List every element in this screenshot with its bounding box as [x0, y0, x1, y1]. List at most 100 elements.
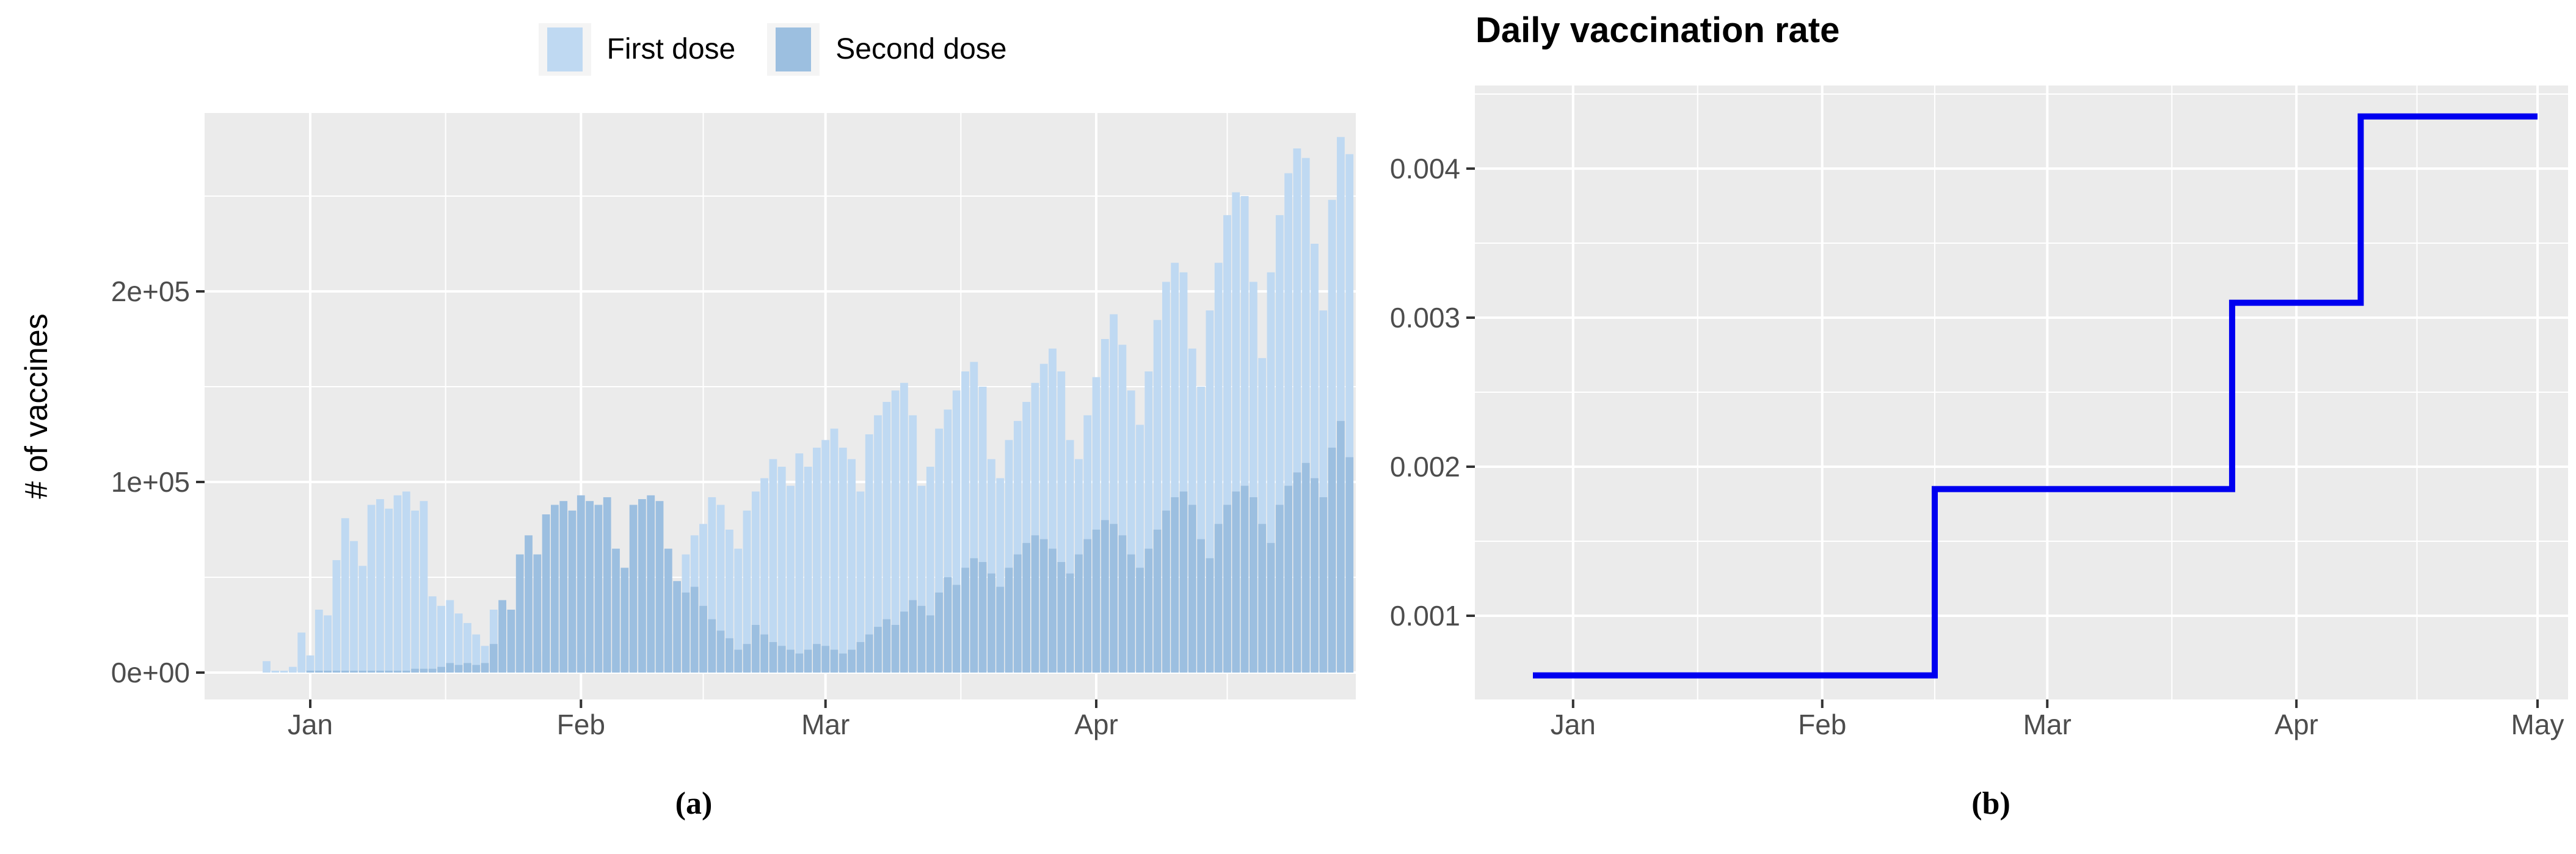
bar-second-dose	[489, 644, 498, 673]
x-tick-label: May	[2511, 709, 2564, 740]
bar-second-dose	[1101, 520, 1109, 673]
bar-second-dose	[673, 581, 681, 673]
bar-second-dose	[813, 644, 821, 673]
chart-b-title: Daily vaccination rate	[1475, 10, 1840, 50]
bar-second-dose	[454, 665, 463, 673]
bar-second-dose	[594, 505, 603, 673]
y-tick-label: 1e+05	[111, 466, 190, 498]
legend-item-first-dose: First dose	[538, 23, 735, 76]
bar-first-dose	[777, 467, 786, 673]
bar-first-dose	[332, 560, 341, 673]
y-tick-label: 0.003	[1390, 302, 1460, 334]
bar-first-dose	[804, 467, 812, 673]
bar-second-dose	[367, 670, 376, 673]
bar-first-dose	[813, 447, 821, 673]
x-tick-label: Feb	[1798, 709, 1846, 740]
bar-second-dose	[1127, 554, 1135, 673]
bar-first-dose	[402, 491, 410, 673]
bar-second-dose	[839, 653, 847, 673]
vaccination-rate-step-chart: Jan Feb Mar Apr May 0.001 0.002 0.003 0.004	[1390, 86, 2568, 740]
bar-first-dose	[358, 566, 367, 673]
bar-second-dose	[1301, 462, 1310, 673]
bar-first-dose	[882, 401, 891, 673]
bar-first-dose	[734, 549, 743, 673]
bar-second-dose	[411, 668, 419, 673]
bar-second-dose	[350, 670, 358, 673]
vaccination-rate-step-line	[1533, 113, 2538, 679]
bar-second-dose	[1022, 542, 1030, 673]
bar-second-dose	[542, 514, 550, 673]
bar-second-dose	[1144, 549, 1153, 673]
x-tick-label: Jan	[288, 709, 333, 740]
bar-second-dose	[1049, 549, 1057, 673]
bar-second-dose	[376, 670, 384, 673]
bar-second-dose	[978, 562, 987, 673]
bar-first-dose	[271, 670, 280, 673]
bar-first-dose	[341, 518, 349, 673]
bar-second-dose	[577, 495, 585, 673]
bar-second-dose	[324, 670, 332, 673]
bar-second-dose	[428, 668, 437, 673]
bar-second-dose	[1066, 573, 1074, 673]
bar-second-dose	[1179, 491, 1188, 673]
bar-second-dose	[1214, 524, 1223, 673]
bar-second-dose	[874, 627, 882, 673]
bar-second-dose	[787, 649, 795, 673]
bar-second-dose	[726, 638, 733, 673]
bar-first-dose	[900, 382, 908, 673]
bar-second-dose	[917, 605, 926, 673]
bar-second-dose	[306, 670, 315, 673]
legend-key	[538, 23, 591, 76]
bar-second-dose	[682, 592, 690, 673]
legend-label-second-dose: Second dose	[835, 33, 1007, 65]
bar-first-dose	[874, 415, 882, 673]
bar-second-dose	[446, 663, 454, 673]
legend-item-second-dose: Second dose	[767, 23, 1006, 76]
bar-second-dose	[586, 501, 594, 673]
bar-second-dose	[620, 568, 629, 673]
bar-second-dose	[708, 619, 716, 673]
bar-second-dose	[332, 670, 341, 673]
bar-second-dose	[1267, 542, 1275, 673]
bar-first-dose	[263, 661, 271, 673]
bar-second-dose	[795, 653, 804, 673]
bar-second-dose	[507, 610, 515, 673]
bar-second-dose	[551, 505, 559, 673]
bar-second-dose	[1110, 524, 1118, 673]
bar-second-dose	[1258, 524, 1267, 673]
bar-second-dose	[909, 600, 917, 673]
bar-first-dose	[830, 428, 839, 673]
bar-first-dose	[769, 459, 777, 673]
bar-second-dose	[769, 642, 777, 673]
y-axis-title: # of vaccines	[19, 313, 54, 499]
bar-second-dose	[1311, 478, 1319, 673]
bar-first-dose	[726, 530, 733, 673]
bar-first-dose	[306, 655, 315, 673]
bar-first-dose	[464, 622, 471, 673]
bar-second-dose	[926, 615, 934, 673]
bar-first-dose	[839, 447, 847, 673]
bar-first-dose	[795, 453, 804, 673]
bar-second-dose	[629, 505, 638, 673]
bar-first-dose	[393, 495, 402, 673]
bar-second-dose	[533, 554, 542, 673]
x-tick-label: Apr	[1074, 709, 1118, 740]
bar-first-dose	[472, 634, 481, 673]
y-tick-label: 0.002	[1390, 451, 1460, 483]
bar-second-dose	[734, 649, 743, 673]
bar-second-dose	[385, 670, 393, 673]
bar-second-dose	[1188, 505, 1196, 673]
bar-second-dose	[1083, 539, 1092, 673]
bar-second-dose	[699, 605, 707, 673]
bar-second-dose	[1240, 486, 1249, 673]
bar-second-dose	[568, 510, 577, 673]
bar-second-dose	[821, 646, 830, 673]
bar-second-dose	[1328, 447, 1336, 673]
bar-second-dose	[944, 577, 952, 673]
bar-first-dose	[367, 505, 376, 673]
bar-second-dose	[1162, 510, 1170, 673]
bar-second-dose	[961, 568, 969, 673]
bar-second-dose	[988, 573, 995, 673]
bar-second-dose	[603, 497, 611, 673]
